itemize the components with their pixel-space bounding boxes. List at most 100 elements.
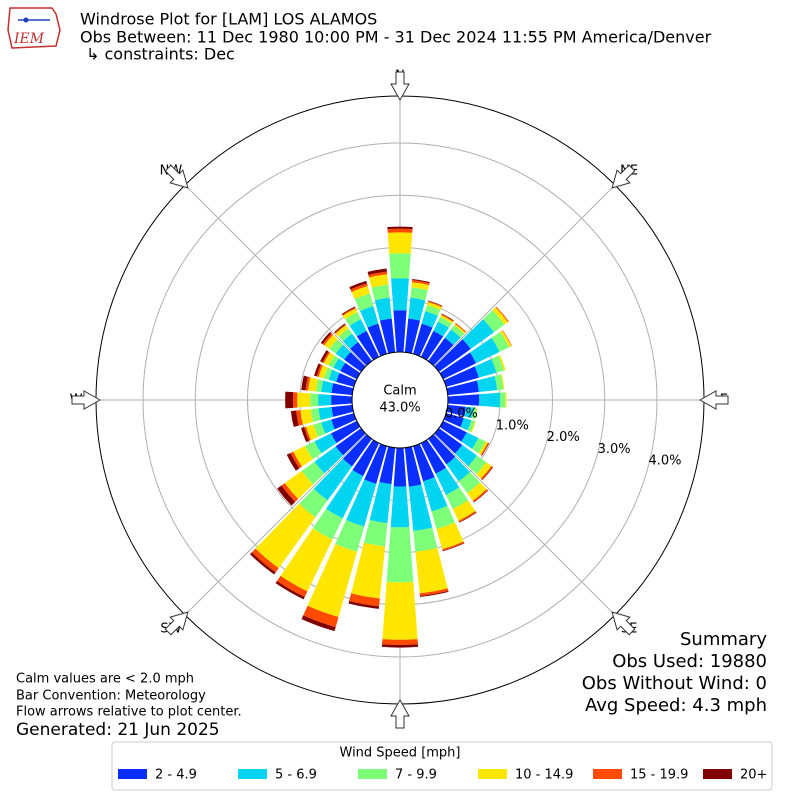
summary: Summary — [680, 629, 767, 650]
bar-segment — [292, 392, 298, 408]
legend-swatch — [118, 769, 147, 779]
bar-segment — [318, 365, 328, 379]
legend-swatch — [478, 769, 507, 779]
bar-segment — [364, 443, 387, 484]
bar-segment — [301, 427, 310, 443]
bar-segment — [458, 471, 481, 494]
bar-segment — [476, 376, 498, 392]
bar-segment — [413, 443, 435, 482]
r-tick-label: 3.0% — [598, 442, 631, 457]
bar-segment — [308, 377, 319, 392]
bar-segment — [408, 484, 433, 531]
plot-area: Calm43.0%0.0%1.0%2.0%3.0%4.0%NNEESESSWWN… — [70, 69, 729, 732]
bar-segment — [444, 329, 461, 345]
bar-segment — [335, 520, 365, 552]
bar-segment — [412, 278, 430, 284]
bar-segment — [344, 351, 366, 372]
bar-segment — [342, 307, 356, 316]
bar-segment — [389, 253, 411, 279]
legend-swatch — [358, 769, 387, 779]
bar-segment — [318, 393, 332, 407]
bar-segment — [480, 465, 493, 480]
bar-segment — [341, 306, 356, 315]
bar-segment — [498, 355, 506, 371]
bar-segment — [443, 413, 464, 428]
bar-segment — [334, 324, 346, 334]
calm-circle — [351, 351, 449, 449]
flow-arrow-shape — [611, 611, 636, 636]
bar-segment — [305, 376, 311, 391]
bar-segment — [320, 350, 329, 363]
note: Calm values are < 2.0 mph — [16, 672, 194, 687]
bar-segment — [342, 434, 372, 467]
flow-arrow-shape — [611, 164, 636, 189]
bar-segment — [330, 420, 361, 444]
bar-segment — [436, 522, 464, 550]
bar-segment — [301, 375, 308, 391]
bar-segment — [379, 446, 396, 485]
bar-segment — [445, 487, 469, 510]
bar-segment — [419, 588, 449, 596]
flow-arrow — [164, 164, 189, 189]
bar-segment — [472, 489, 488, 503]
summary: Obs Used: 19880 — [612, 651, 767, 672]
legend-label: 5 - 6.9 — [275, 768, 317, 783]
bar-segment — [446, 404, 466, 417]
bar-segment — [352, 439, 380, 477]
chart-subtitle: Obs Between: 11 Dec 1980 10:00 PM - 31 D… — [80, 28, 712, 47]
bar-segment — [411, 282, 430, 291]
bar-segment — [363, 519, 388, 547]
bar-segment — [331, 413, 357, 430]
flow-arrow-shape — [164, 611, 189, 636]
bar-segment — [455, 444, 478, 467]
bar-segment — [321, 380, 334, 394]
bar-segment — [387, 226, 413, 230]
bar-segment — [491, 331, 510, 352]
bar-segment — [454, 322, 467, 333]
bar-segment — [334, 323, 346, 334]
bar-segment — [335, 325, 349, 337]
bar-segment — [450, 325, 465, 338]
flow-arrow-shape — [698, 390, 729, 410]
bar-segment — [393, 310, 407, 353]
bar-segment — [345, 312, 361, 326]
bar-segment — [336, 372, 357, 387]
flow-arrow — [164, 611, 189, 636]
bar-segment — [349, 280, 368, 290]
bar-segment — [391, 278, 409, 311]
bar-segment — [500, 330, 512, 348]
bar-segment — [350, 342, 372, 366]
bar-segment — [411, 279, 430, 286]
bar-segment — [342, 308, 358, 320]
flow-arrow-shape — [390, 698, 410, 729]
flow-arrow — [698, 390, 729, 410]
bar-segment — [420, 439, 447, 474]
bar-segment — [301, 615, 336, 632]
bar-segment — [331, 383, 354, 396]
legend-swatch — [238, 769, 267, 779]
bar-segment — [296, 410, 303, 426]
bar-segment — [328, 355, 339, 368]
iem-logo: IEM — [7, 7, 61, 49]
bar-segment — [468, 455, 487, 475]
svg-text:IEM: IEM — [13, 31, 45, 47]
bar-segment — [320, 331, 332, 345]
summary: Avg Speed: 4.3 mph — [585, 695, 767, 716]
bar-segment — [442, 542, 465, 552]
bar-segment — [281, 483, 299, 502]
bar-segment — [427, 301, 443, 308]
bar-segment — [314, 363, 321, 377]
bar-segment — [404, 446, 422, 487]
bar-segment — [472, 437, 486, 454]
bar-segment — [338, 328, 353, 342]
bar-segment — [439, 352, 477, 380]
spoke — [184, 184, 367, 367]
bar-segment — [359, 306, 379, 328]
bar-segment — [381, 644, 419, 648]
bar-segment — [441, 313, 454, 322]
bar-segment — [349, 593, 380, 607]
bar-segment — [410, 287, 428, 301]
bar-segment — [284, 470, 314, 500]
bar-segment — [494, 374, 504, 391]
bar-segment — [354, 293, 374, 311]
